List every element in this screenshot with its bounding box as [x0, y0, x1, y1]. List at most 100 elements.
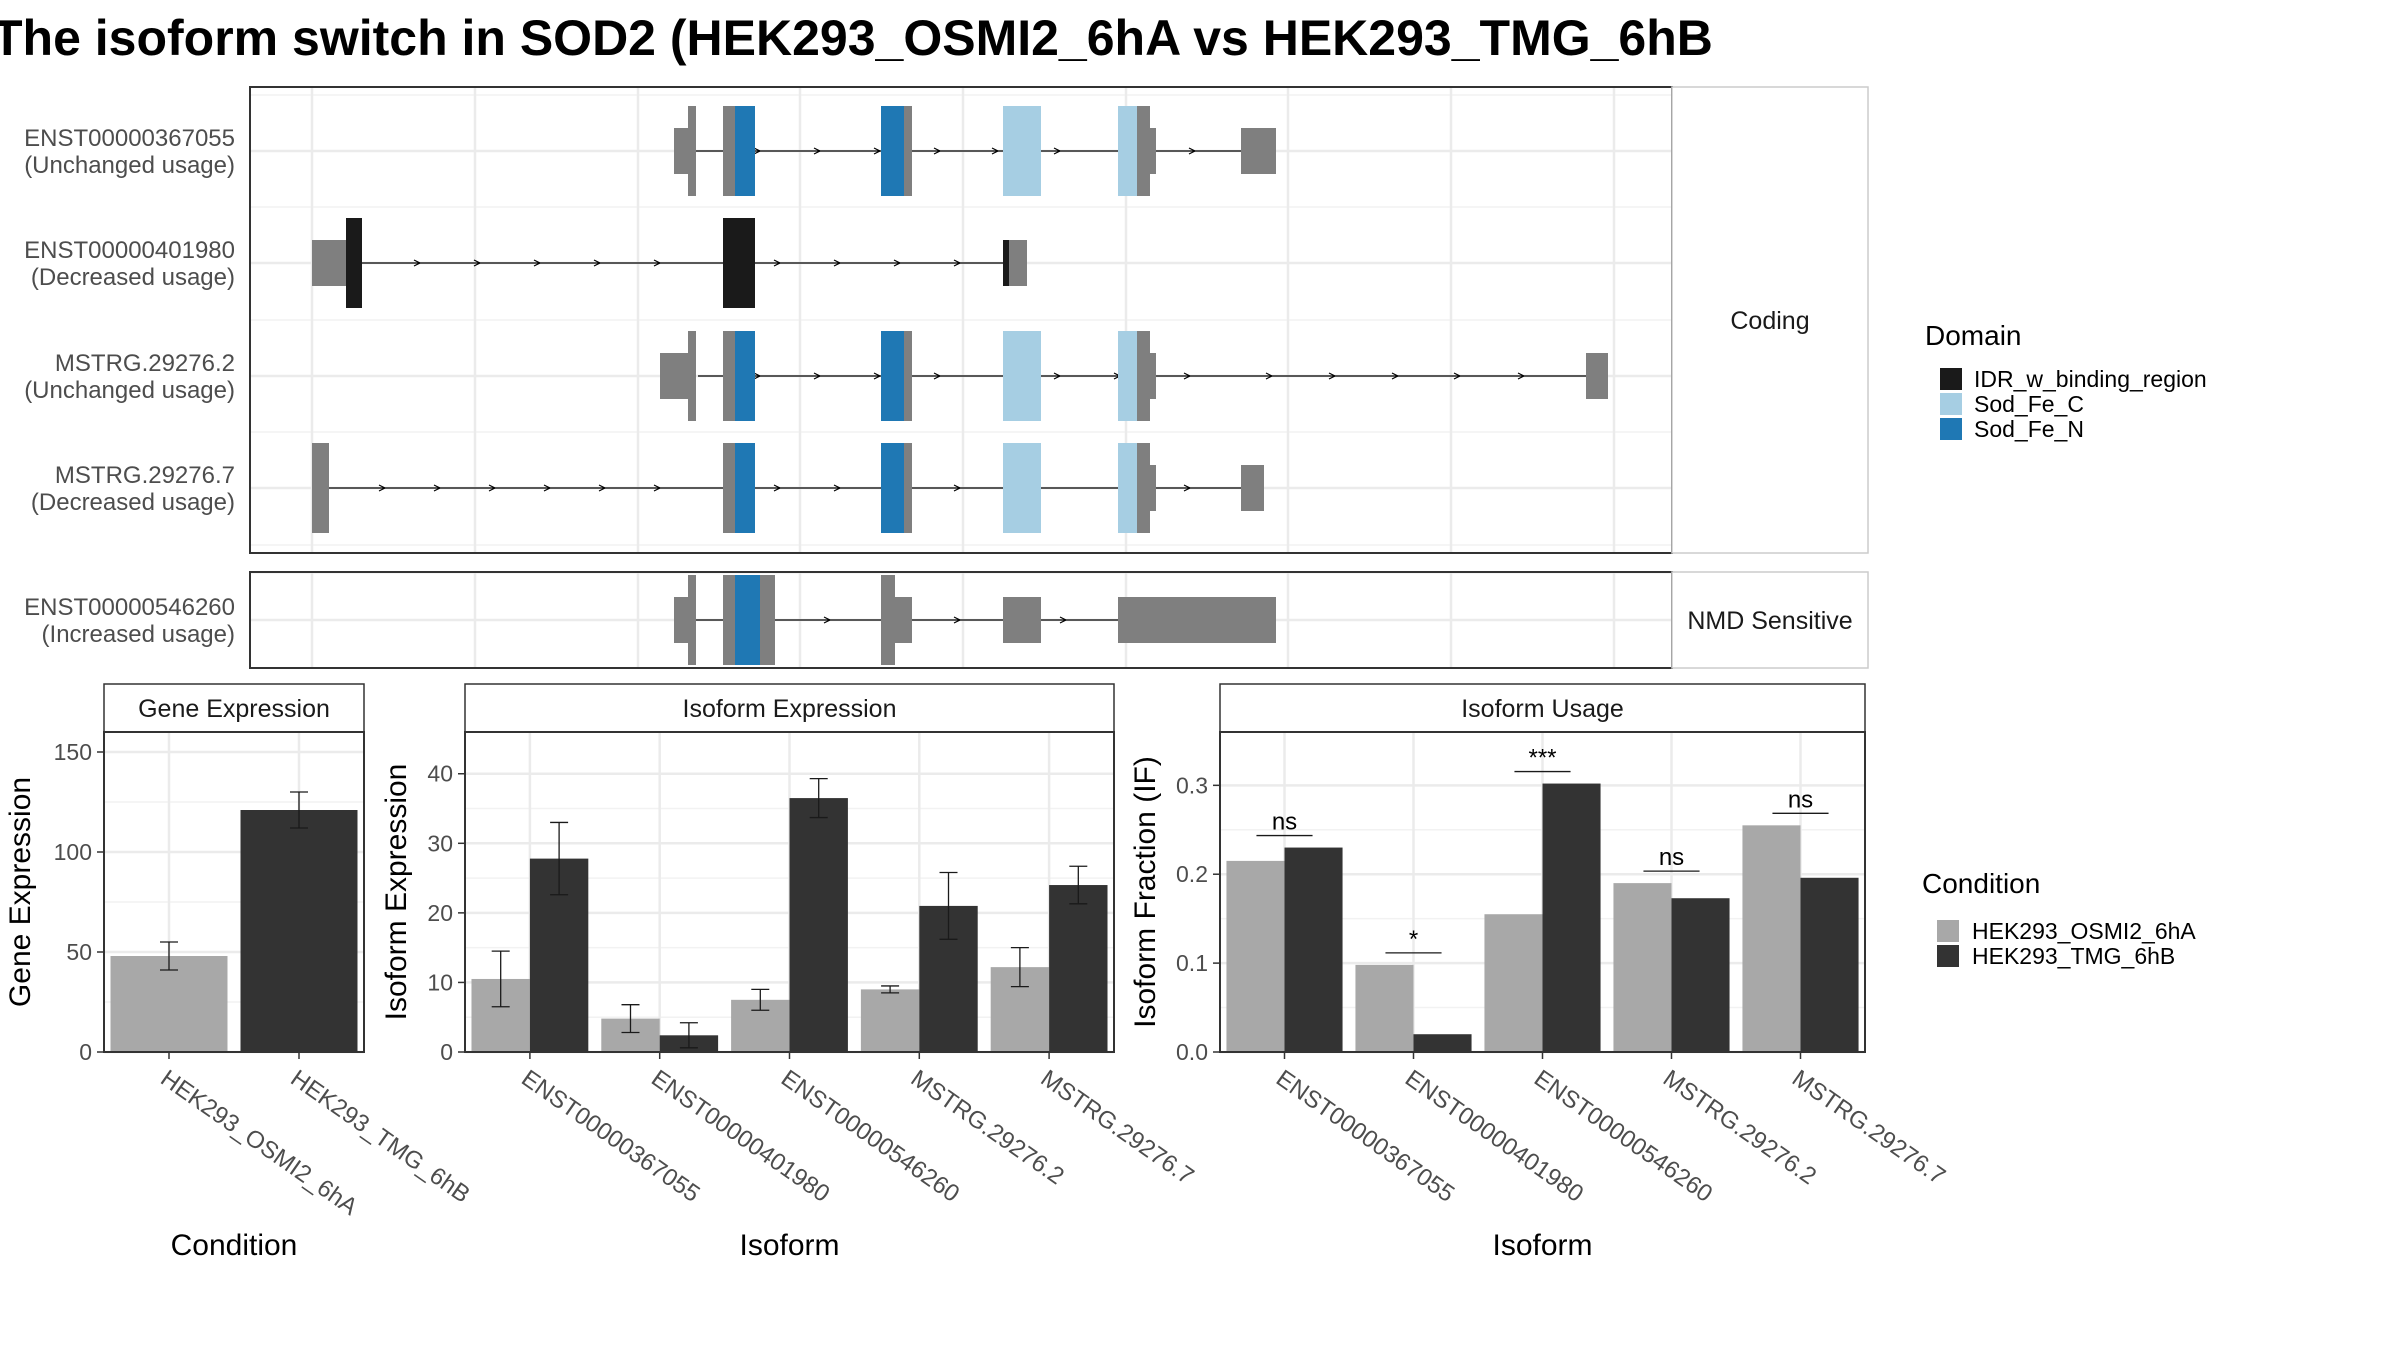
- exon-block: [904, 106, 912, 196]
- transcript-ENST00000546260: ENST00000546260(Increased usage): [24, 575, 1276, 665]
- x-axis-title: Isoform: [739, 1229, 839, 1262]
- bar-enst00000367055-tmg: [1284, 847, 1343, 1052]
- intron-direction-arrow: [1265, 372, 1274, 380]
- error-bar: [751, 988, 770, 1011]
- domain-block-sod-fe-n: [735, 106, 755, 196]
- domain-legend: Domain IDR_w_binding_regionSod_Fe_CSod_F…: [1925, 320, 2207, 442]
- significance-annotation: ns: [1772, 786, 1829, 814]
- figure-title: The isoform switch in SOD2 (HEK293_OSMI2…: [0, 10, 1713, 66]
- domain-block-sod-fe-n: [881, 106, 904, 196]
- intron-direction-arrow: [1053, 147, 1062, 155]
- bar-enst00000401980-osmi2: [1355, 964, 1414, 1052]
- exon-block: [1150, 353, 1156, 399]
- exon-block: [723, 443, 735, 533]
- exon-block: [1586, 353, 1608, 399]
- panel-title: Isoform Usage: [1461, 695, 1624, 723]
- domain-block-sod-fe-c: [1003, 106, 1041, 196]
- bar-enst00000546260-tmg: [1542, 783, 1601, 1052]
- panel-title-strip: [1219, 683, 1866, 733]
- transcript-usage-label: (Unchanged usage): [24, 152, 235, 179]
- intron-direction-arrow: [873, 147, 882, 155]
- exon-block: [904, 443, 912, 533]
- y-tick-label: 30: [427, 830, 453, 856]
- intron-direction-arrow: [488, 484, 497, 492]
- y-tick-label: 40: [427, 761, 453, 787]
- intron-direction-arrow: [1188, 147, 1197, 155]
- error-bar: [491, 950, 510, 1008]
- exon-block: [723, 331, 735, 421]
- intron-direction-arrow: [753, 147, 762, 155]
- intron-direction-arrow: [823, 616, 832, 624]
- transcript-label: MSTRG.29276.2: [55, 350, 235, 377]
- intron-direction-arrow: [1183, 484, 1192, 492]
- error-bar: [679, 1022, 698, 1049]
- exon-block: [688, 106, 696, 196]
- exon-block: [1003, 597, 1041, 643]
- intron-direction-arrow: [953, 616, 962, 624]
- panel-title-strip: [464, 683, 1115, 733]
- intron-direction-arrow: [953, 484, 962, 492]
- intron-direction-arrow: [533, 259, 542, 267]
- domain-block-sod-fe-c: [1003, 331, 1041, 421]
- transcript-usage-label: (Decreased usage): [31, 489, 235, 516]
- y-axis-title: Isoform Expression: [380, 764, 413, 1021]
- y-axis-title: Gene Expression: [4, 777, 37, 1007]
- intron-direction-arrow: [813, 147, 822, 155]
- significance-label: *: [1409, 926, 1418, 953]
- error-bar: [1010, 947, 1029, 988]
- intron-direction-arrow: [773, 484, 782, 492]
- y-tick-label: 0.1: [1176, 950, 1208, 976]
- exon-block: [723, 106, 735, 196]
- intron-direction-arrow: [1059, 616, 1068, 624]
- structure-panel-nmd-sensitive: ENST00000546260(Increased usage) NMD Sens…: [24, 571, 1869, 669]
- domain-block-sod-fe-n: [735, 575, 760, 665]
- y-tick-label: 50: [66, 939, 92, 965]
- intron-direction-arrow: [1053, 372, 1062, 380]
- y-axis-title: Isoform Fraction (IF): [1129, 756, 1162, 1028]
- exon-block: [1150, 465, 1156, 511]
- y-tick-label: 0.0: [1176, 1039, 1208, 1065]
- significance-annotation: ns: [1643, 844, 1700, 872]
- legend-key-sod-fe-n: [1940, 418, 1962, 440]
- facet-strip-label: Coding: [1730, 307, 1809, 335]
- bar-hek293-osmi2-6ha: [110, 956, 228, 1052]
- significance-label: ***: [1528, 745, 1556, 772]
- facet-strip-label: NMD Sensitive: [1687, 607, 1852, 635]
- intron-direction-arrow: [833, 259, 842, 267]
- isoform-usage-panel: Isoform Usage0.00.10.20.3ns****nsnsENST0…: [1129, 683, 1950, 1262]
- domain-block-sod-fe-c: [1118, 106, 1137, 196]
- bar-mstrg-29276-7-osmi2: [1742, 825, 1801, 1052]
- significance-label: ns: [1788, 786, 1813, 813]
- exon-block: [1137, 106, 1150, 196]
- intron-direction-arrow: [598, 484, 607, 492]
- domain-block-sod-fe-c: [1118, 331, 1137, 421]
- intron-direction-arrow: [593, 259, 602, 267]
- domain-block-idr: [346, 218, 362, 308]
- error-bar: [881, 985, 900, 994]
- exon-block: [312, 240, 346, 286]
- bar-enst00000546260-osmi2: [1484, 914, 1543, 1052]
- structure-panel-coding: ENST00000367055(Unchanged usage)ENST0000…: [24, 86, 1869, 554]
- intron-direction-arrow: [1183, 372, 1192, 380]
- intron-direction-arrow: [753, 372, 762, 380]
- legend-key-sod-fe-c: [1940, 393, 1962, 415]
- intron-direction-arrow: [991, 147, 1000, 155]
- exon-block: [895, 597, 912, 643]
- intron-direction-arrow: [1517, 372, 1526, 380]
- bar-enst00000401980-tmg: [1413, 1034, 1472, 1052]
- y-tick-label: 10: [427, 969, 453, 995]
- legend-label: Sod_Fe_C: [1974, 391, 2084, 417]
- error-bar: [1069, 865, 1088, 905]
- transcript-label: ENST00000401980: [24, 237, 235, 264]
- significance-label: ns: [1272, 809, 1297, 836]
- domain-block-sod-fe-c: [1003, 443, 1041, 533]
- legend-label: IDR_w_binding_region: [1974, 366, 2207, 392]
- facet-strip: [1671, 571, 1869, 669]
- y-tick-label: 20: [427, 900, 453, 926]
- exon-block: [1241, 465, 1264, 511]
- domain-block-sod-fe-n: [735, 443, 755, 533]
- error-bar: [290, 791, 308, 829]
- intron-direction-arrow: [1391, 372, 1400, 380]
- exon-block: [760, 575, 775, 665]
